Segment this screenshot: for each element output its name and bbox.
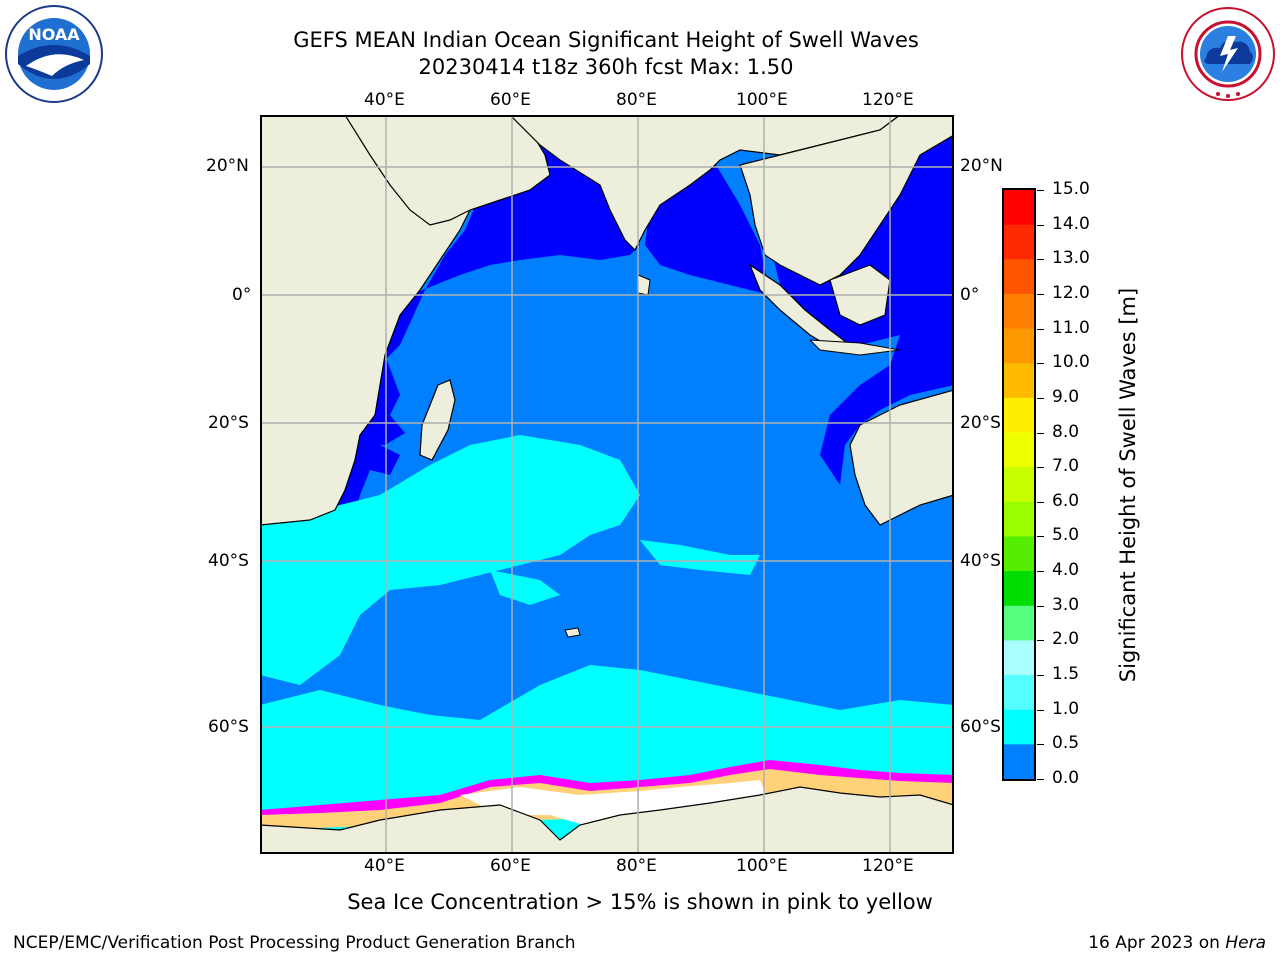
top-lon-label-100e: 100°E [736,90,788,110]
top-lon-label-120e: 120°E [862,90,914,110]
right-lat-label-40s: 40°S [960,551,1001,571]
left-lat-label-0: 0° [232,285,252,305]
colorbar-tick-mark [1037,432,1044,434]
right-lat-label-20n: 20°N [960,156,1003,176]
colorbar-tick-mark [1037,744,1044,746]
colorbar-cell [1003,363,1035,399]
colorbar-tick-label: 11.0 [1052,317,1090,338]
colorbar-tick-mark [1037,675,1044,677]
colorbar-tick-mark [1037,467,1044,469]
colorbar-cell [1003,605,1035,641]
bottom-lon-label-80e: 80°E [616,856,657,876]
right-lat-label-60s: 60°S [960,717,1001,737]
colorbar-tick-mark [1037,190,1044,191]
colorbar-cell [1003,259,1035,295]
colorbar-cell [1003,293,1035,330]
colorbar-tick-label: 1.0 [1052,698,1080,719]
colorbar-tick-label: 14.0 [1052,213,1090,234]
colorbar-tick-label: 0.5 [1052,733,1080,754]
colorbar-tick-label: 3.0 [1052,594,1080,615]
top-lon-label-60e: 60°E [490,90,531,110]
swell-zone-cyan-1 [260,435,640,685]
land-java [808,339,901,356]
colorbar-tick-label: 0.0 [1052,768,1080,788]
colorbar-tick-mark [1037,224,1044,226]
colorbar-tick-mark [1037,293,1044,295]
colorbar-cell [1003,744,1035,780]
footer-date: 16 Apr 2023 on Hera [1088,933,1266,953]
sea-ice-note: Sea Ice Concentration > 15% is shown in … [347,890,933,914]
colorbar-cell [1003,675,1035,711]
sea-ice-white [460,780,770,827]
colorbar [1002,188,1036,781]
swell-zone-cyan-4 [490,570,560,605]
land-madagascar [419,379,456,461]
chart-title: GEFS MEAN Indian Ocean Significant Heigh… [293,28,919,52]
map-frame [260,115,954,854]
bottom-lon-label-100e: 100°E [736,856,788,876]
colorbar-tick-label: 10.0 [1052,352,1090,373]
colorbar-cell [1003,536,1035,572]
colorbar-cell [1003,571,1035,607]
right-lat-label-0: 0° [960,285,980,305]
colorbar-tick-label: 9.0 [1052,386,1080,407]
nws-logo [1181,7,1275,101]
noaa-logo-text: NOAA [28,25,80,44]
swell-zone-arabian-sea [355,130,640,445]
colorbar-cell [1003,190,1035,226]
chart-subtitle: 20230414 t18z 360h fcst Max: 1.50 [418,55,794,79]
left-lat-label-60s: 60°S [208,717,249,737]
land-kerguelen [564,627,581,638]
colorbar-tick-mark [1037,571,1044,573]
colorbar-tick-mark [1037,605,1044,607]
colorbar-tick-label: 1.5 [1052,664,1080,685]
colorbar-tick-label: 15.0 [1052,179,1090,199]
bottom-lon-label-60e: 60°E [490,856,531,876]
top-lon-label-40e: 40°E [364,90,405,110]
colorbar-tick-mark [1037,328,1044,330]
colorbar-tick-label: 8.0 [1052,421,1080,442]
colorbar-tick-mark [1037,709,1044,711]
colorbar-cell [1003,709,1035,745]
colorbar-cell [1003,501,1035,537]
graticule [260,115,954,854]
colorbar-tick-mark [1037,640,1044,642]
colorbar-tick-mark [1037,779,1044,780]
colorbar-tick-label: 12.0 [1052,282,1090,303]
colorbar-cell [1003,640,1035,676]
bottom-lon-label-40e: 40°E [364,856,405,876]
colorbar-tick-label: 5.0 [1052,525,1080,546]
footer-credit: NCEP/EMC/Verification Post Processing Pr… [13,933,576,953]
colorbar-cell [1003,432,1035,468]
left-lat-label-40s: 40°S [208,551,249,571]
colorbar-tick-label: 4.0 [1052,560,1080,581]
colorbar-label: Significant Height of Swell Waves [m] [1116,287,1140,683]
map-panel [260,115,954,854]
colorbar-tick-label: 6.0 [1052,490,1080,511]
colorbar-tick-label: 2.0 [1052,629,1080,650]
swell-zone-cyan-2 [640,540,760,575]
bottom-lon-label-120e: 120°E [862,856,914,876]
left-lat-label-20s: 20°S [208,413,249,433]
colorbar-tick-mark [1037,397,1044,399]
colorbar-cell [1003,397,1035,434]
colorbar-tick-mark [1037,259,1044,261]
footer-date-text: 16 Apr 2023 on [1088,933,1226,953]
colorbar-tick-label: 7.0 [1052,456,1080,477]
colorbar-cell [1003,328,1035,364]
land-antarctica [260,786,954,854]
colorbar-cell [1003,224,1035,260]
noaa-logo: NOAA [5,5,103,103]
colorbar-tick-mark [1037,363,1044,365]
top-lon-label-80e: 80°E [616,90,657,110]
colorbar-tick-label: 13.0 [1052,248,1090,269]
land-southeast-asia [739,115,954,286]
colorbar-tick-mark [1037,501,1044,503]
footer-machine: Hera [1225,933,1266,953]
right-lat-label-20s: 20°S [960,413,1001,433]
colorbar-tick-mark [1037,536,1044,538]
colorbar-cell [1003,467,1035,503]
left-lat-label-20n: 20°N [206,156,249,176]
